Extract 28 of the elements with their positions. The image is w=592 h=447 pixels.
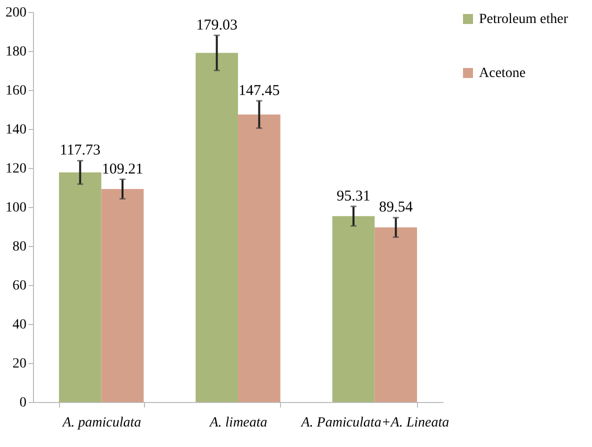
bar xyxy=(332,216,375,402)
y-tick-label: 40 xyxy=(12,318,26,332)
legend-label: Acetone xyxy=(479,66,526,81)
data-label: 179.03 xyxy=(196,17,238,34)
data-label: 109.21 xyxy=(102,161,144,178)
legend-label: Petroleum ether xyxy=(479,12,568,27)
y-tick-label: 20 xyxy=(12,356,26,372)
bar xyxy=(58,172,102,402)
bar xyxy=(374,227,418,402)
y-tick-label: 0 xyxy=(20,396,26,410)
y-tick-label: 100 xyxy=(6,200,26,216)
y-tick-label: 180 xyxy=(6,44,26,60)
bar xyxy=(196,52,238,402)
x-tick-label: A. pamiculata xyxy=(62,416,142,430)
data-label: 95.31 xyxy=(336,188,370,204)
data-label: 89.54 xyxy=(378,200,414,216)
y-tick-label: 60 xyxy=(12,278,26,294)
y-tick-label: 80 xyxy=(12,240,26,254)
x-tick-label: A. limeata xyxy=(208,416,268,430)
x-tick-label: A. Pamiculata+A. Lineata xyxy=(300,416,450,430)
bar xyxy=(238,114,280,402)
y-tick-label: 200 xyxy=(6,6,26,20)
y-tick-label: 120 xyxy=(6,162,26,176)
y-tick-label: 140 xyxy=(6,122,26,138)
bar xyxy=(101,189,144,402)
data-label: 147.45 xyxy=(238,82,280,99)
y-tick-label: 160 xyxy=(6,84,26,98)
data-label: 117.73 xyxy=(60,142,100,159)
